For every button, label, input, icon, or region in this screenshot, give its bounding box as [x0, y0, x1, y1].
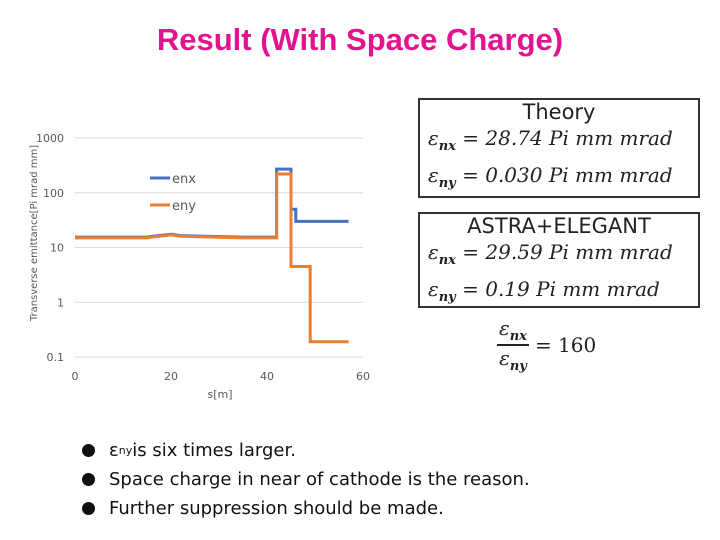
- y-tick-label: 0.1: [47, 351, 65, 364]
- legend-label-enx: enx: [172, 172, 196, 187]
- astra-enx-row: εnx = 29.59 Pi mm mrad: [428, 240, 673, 268]
- bullet-list: ε ny is six times larger. Space charge in…: [82, 436, 530, 523]
- bullet-item-1: ε ny is six times larger.: [82, 436, 530, 465]
- y-tick-label: 1: [57, 296, 64, 309]
- page-title: Result (With Space Charge): [156, 22, 564, 57]
- legend-label-eny: eny: [172, 199, 196, 214]
- theory-title: Theory: [522, 100, 596, 124]
- x-tick-label: 60: [356, 370, 370, 383]
- astra-eny-row: εny = 0.19 Pi mm mrad: [428, 277, 660, 305]
- astra-elegant-box: ASTRA+ELEGANT εnx = 29.59 Pi mm mrad εny…: [418, 212, 700, 308]
- ratio-fraction: εnx εny: [497, 316, 529, 374]
- ratio-value: = 160: [534, 333, 597, 357]
- x-axis-label: s[m]: [207, 388, 232, 401]
- x-tick-label: 40: [260, 370, 274, 383]
- bullet-item-3: Further suppression should be made.: [82, 494, 530, 523]
- y-tick-label: 100: [43, 187, 64, 200]
- y-axis-label: Transverse emittance[Pi mrad mm]: [29, 145, 40, 322]
- series-line-enx: [75, 167, 349, 239]
- emittance-ratio: εnx εny = 160: [497, 316, 596, 374]
- theory-box: Theory εnx = 28.74 Pi mm mrad εny = 0.03…: [418, 98, 700, 198]
- bullet-dot-icon: [82, 473, 95, 486]
- y-tick-label: 10: [50, 242, 64, 255]
- bullet-item-2: Space charge in near of cathode is the r…: [82, 465, 530, 494]
- astra-elegant-title: ASTRA+ELEGANT: [467, 214, 651, 238]
- series-line-eny: [75, 172, 349, 344]
- ratio-denominator: εny: [499, 346, 527, 374]
- theory-eny-row: εny = 0.030 Pi mm mrad: [428, 163, 673, 191]
- bullet-dot-icon: [82, 444, 95, 457]
- x-tick-label: 0: [72, 370, 79, 383]
- x-tick-label: 20: [164, 370, 178, 383]
- ratio-numerator: εnx: [497, 316, 529, 346]
- y-tick-label: 1000: [36, 132, 64, 145]
- theory-enx-row: εnx = 28.74 Pi mm mrad: [428, 126, 673, 154]
- bullet-dot-icon: [82, 502, 95, 515]
